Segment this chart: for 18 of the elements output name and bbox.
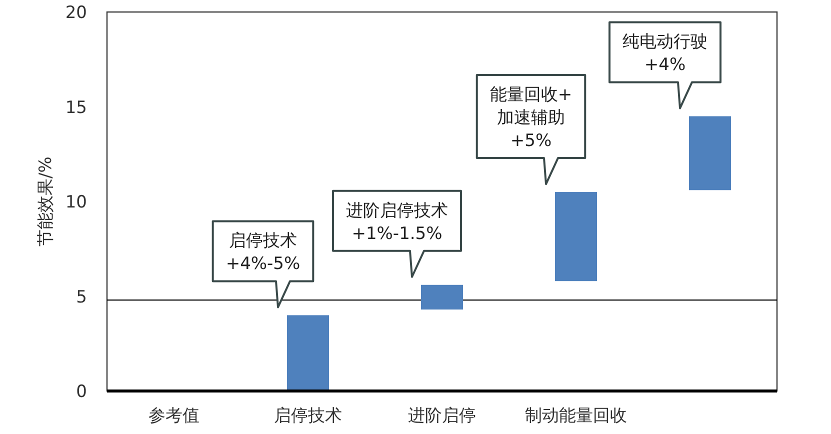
- x-tick-label: 制动能量回收: [525, 406, 627, 426]
- y-tick-label: 0: [76, 382, 87, 402]
- bar: [689, 116, 731, 190]
- bar: [555, 192, 597, 282]
- y-tick-label: 15: [65, 98, 87, 118]
- bar: [421, 284, 463, 310]
- x-tick-label: 启停技术: [274, 406, 342, 426]
- bar: [287, 315, 329, 391]
- y-axis-title: 节能效果/%: [36, 156, 56, 246]
- annotation: 纯电动行驶 +4%: [622, 32, 708, 76]
- y-tick-label: 10: [65, 192, 87, 212]
- annotation: 能量回收+ 加速辅助 +5%: [490, 85, 572, 152]
- y-tick-label: 5: [76, 287, 87, 308]
- y-tick-label: 20: [65, 3, 87, 23]
- x-tick-label: 参考值: [148, 406, 200, 426]
- x-tick-label: 进阶启停: [408, 406, 476, 426]
- annotation: 启停技术 +4%-5%: [226, 231, 300, 274]
- annotation: 进阶启停技术 +1%-1.5%: [346, 200, 448, 244]
